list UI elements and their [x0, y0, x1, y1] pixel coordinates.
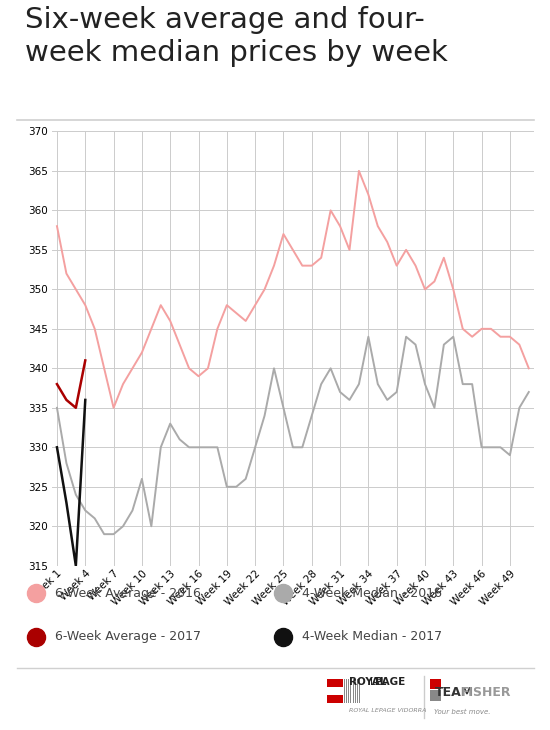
FancyBboxPatch shape — [430, 691, 441, 702]
Text: PAGE: PAGE — [375, 677, 405, 687]
Text: FISHER: FISHER — [461, 686, 512, 699]
Text: 6-Week Average - 2016: 6-Week Average - 2016 — [55, 587, 201, 600]
FancyBboxPatch shape — [359, 679, 360, 703]
Text: Le: Le — [370, 677, 382, 687]
Text: 4-Week Median - 2016: 4-Week Median - 2016 — [302, 587, 443, 600]
Text: Your best move.: Your best move. — [434, 709, 491, 715]
Text: ROYAL: ROYAL — [349, 677, 390, 687]
Text: Six-week average and four-
week median prices by week: Six-week average and four- week median p… — [25, 6, 448, 67]
FancyBboxPatch shape — [436, 678, 441, 689]
FancyBboxPatch shape — [348, 679, 349, 703]
FancyBboxPatch shape — [327, 695, 343, 703]
Text: 4-Week Median - 2017: 4-Week Median - 2017 — [302, 630, 443, 643]
FancyBboxPatch shape — [327, 679, 343, 687]
FancyBboxPatch shape — [430, 678, 436, 689]
Text: ROYAL LEPAGE VIDORRA: ROYAL LEPAGE VIDORRA — [349, 708, 427, 713]
FancyBboxPatch shape — [357, 679, 358, 703]
FancyBboxPatch shape — [346, 679, 347, 703]
FancyBboxPatch shape — [353, 679, 354, 703]
Text: 6-Week Average - 2017: 6-Week Average - 2017 — [55, 630, 201, 643]
FancyBboxPatch shape — [350, 679, 351, 703]
Text: TEAM: TEAM — [434, 686, 474, 699]
FancyBboxPatch shape — [355, 679, 356, 703]
FancyBboxPatch shape — [344, 679, 345, 703]
